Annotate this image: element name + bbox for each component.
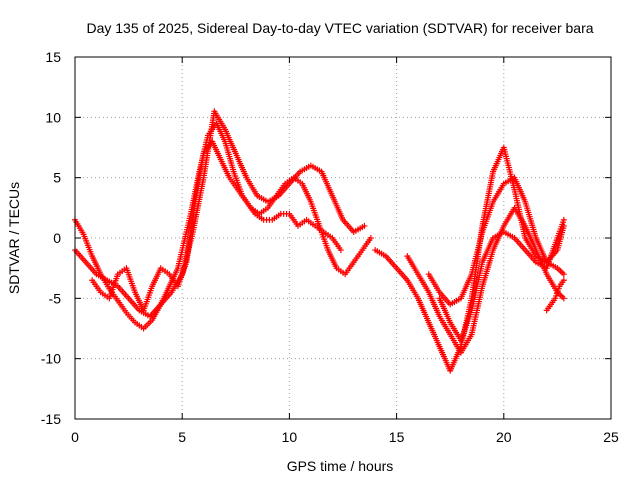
data-point	[367, 235, 374, 241]
data-point	[361, 222, 368, 229]
data-point	[560, 277, 567, 284]
data-point	[337, 247, 344, 254]
y-tick-label: -5	[49, 290, 62, 306]
y-tick-label: -10	[41, 351, 61, 367]
y-tick-label: 0	[53, 230, 61, 246]
y-tick-label: 5	[53, 170, 61, 186]
y-axis-label: SDTVAR / TECUs	[6, 182, 22, 294]
data-point	[560, 295, 567, 302]
grid-lines	[75, 57, 611, 419]
x-tick-label: 10	[282, 429, 298, 445]
y-tick-label: 10	[45, 109, 61, 125]
x-tick-label: 15	[389, 429, 405, 445]
x-tick-label: 25	[603, 429, 619, 445]
data-point	[560, 216, 567, 223]
chart-title: Day 135 of 2025, Sidereal Day-to-day VTE…	[86, 20, 593, 36]
plot-frame	[74, 56, 612, 420]
tick-labels: 0 5 10 15 20 25 -15 -10 -5 0 5 10 15	[41, 49, 619, 445]
x-tick-label: 5	[178, 429, 186, 445]
y-tick-label: -15	[41, 411, 61, 427]
data-points	[72, 108, 567, 374]
data-point	[560, 271, 567, 278]
x-tick-label: 0	[71, 429, 79, 445]
x-axis-label: GPS time / hours	[287, 458, 394, 474]
y-tick-label: 15	[45, 49, 61, 65]
x-tick-label: 20	[496, 429, 512, 445]
